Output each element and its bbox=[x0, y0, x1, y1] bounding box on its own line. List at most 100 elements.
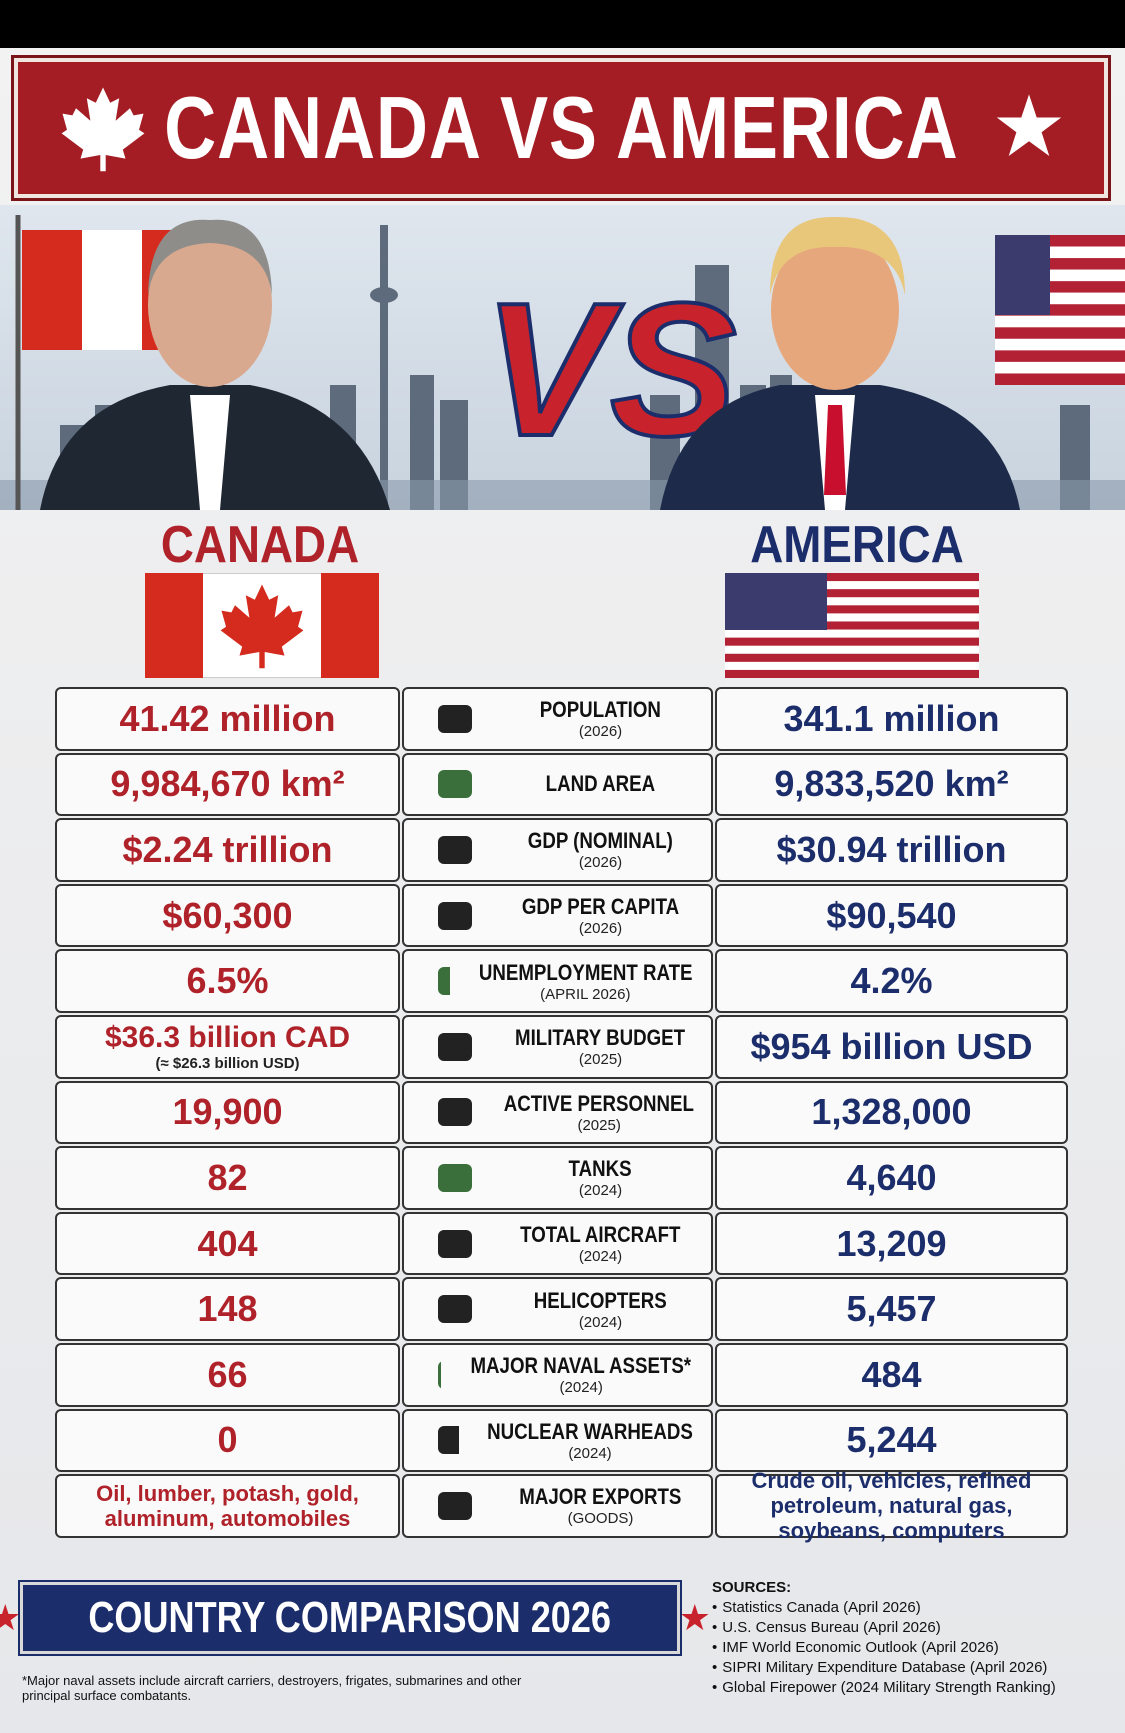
row-label: TOTAL AIRCRAFT bbox=[520, 1222, 681, 1248]
right-cell: 5,457 bbox=[715, 1277, 1068, 1341]
left-value: 6.5% bbox=[186, 960, 269, 1002]
right-cell: 341.1 million bbox=[715, 687, 1068, 751]
right-value: 4,640 bbox=[846, 1156, 937, 1198]
source-text: Global Firepower (2024 Military Strength… bbox=[722, 1679, 1056, 1696]
left-cell: $2.24 trillion bbox=[55, 818, 400, 882]
bullet: • bbox=[712, 1619, 718, 1636]
right-value: $30.94 trillion bbox=[776, 828, 1007, 870]
right-value: 5,244 bbox=[846, 1419, 937, 1461]
label-text: MILITARY BUDGET (2025) bbox=[490, 1025, 711, 1068]
bullet: • bbox=[712, 1679, 718, 1696]
label-text: LAND AREA bbox=[490, 771, 711, 797]
left-value: 9,984,670 km² bbox=[110, 763, 345, 805]
right-value: Crude oil, vehicles, refined petroleum, … bbox=[751, 1468, 1032, 1544]
left-cell: 41.42 million bbox=[55, 687, 400, 751]
row-label: NUCLEAR WARHEADS bbox=[487, 1418, 693, 1444]
row-year: (APRIL 2026) bbox=[540, 985, 631, 1003]
row-year: (2025) bbox=[578, 1051, 623, 1069]
label-text: MAJOR EXPORTS (GOODS) bbox=[490, 1484, 711, 1527]
us-flag bbox=[725, 573, 979, 678]
label-text: MAJOR NAVAL ASSETS* (2024) bbox=[451, 1353, 711, 1396]
bullet: • bbox=[712, 1659, 718, 1676]
source-item: • U.S. Census Bureau (April 2026) bbox=[712, 1618, 1122, 1638]
row-label: MAJOR EXPORTS bbox=[519, 1484, 682, 1510]
footer-banner: ★ COUNTRY COMPARISON 2026 ★ bbox=[0, 1580, 711, 1656]
title-banner: CANADA VS AMERICA bbox=[11, 55, 1111, 201]
left-value: 0 bbox=[217, 1419, 238, 1461]
left-cell: 19,900 bbox=[55, 1080, 400, 1145]
right-value: 13,209 bbox=[836, 1222, 947, 1264]
row-label: MAJOR NAVAL ASSETS* bbox=[470, 1353, 692, 1379]
left-cell: 82 bbox=[55, 1146, 400, 1210]
label-text: HELICOPTERS (2024) bbox=[490, 1288, 711, 1331]
left-cell: 9,984,670 km² bbox=[55, 752, 400, 817]
bullet: • bbox=[712, 1639, 718, 1656]
star-icon bbox=[996, 94, 1062, 156]
right-cell: 4,640 bbox=[715, 1146, 1068, 1210]
source-text: SIPRI Military Expenditure Database (Apr… bbox=[722, 1659, 1048, 1676]
left-cell: $60,300 bbox=[55, 883, 400, 948]
label-cell: POPULATION (2026) bbox=[402, 687, 713, 751]
label-text: POPULATION (2026) bbox=[490, 697, 711, 740]
left-value: 82 bbox=[207, 1156, 248, 1198]
right-cell: $90,540 bbox=[715, 883, 1068, 948]
label-cell: MAJOR EXPORTS (GOODS) bbox=[402, 1474, 713, 1538]
row-icon bbox=[438, 1032, 472, 1061]
top-bar bbox=[0, 0, 1125, 48]
row-icon bbox=[438, 901, 472, 930]
row-icon bbox=[438, 770, 472, 799]
source-text: IMF World Economic Outlook (April 2026) bbox=[722, 1639, 999, 1656]
right-cell: 13,209 bbox=[715, 1211, 1068, 1276]
row-icon bbox=[438, 835, 472, 864]
right-value: $954 billion USD bbox=[750, 1025, 1033, 1067]
row-year: (2024) bbox=[578, 1313, 623, 1331]
label-cell: GDP (NOMINAL) (2026) bbox=[402, 818, 713, 882]
row-label: ACTIVE PERSONNEL bbox=[504, 1090, 695, 1116]
left-country: CANADA bbox=[160, 516, 360, 574]
row-label: POPULATION bbox=[539, 697, 662, 723]
row-icon bbox=[438, 704, 472, 733]
row-icon bbox=[438, 1163, 472, 1192]
row-year: (2026) bbox=[578, 920, 623, 938]
right-cell: 1,328,000 bbox=[715, 1080, 1068, 1145]
label-text: GDP PER CAPITA (2026) bbox=[490, 894, 711, 937]
left-cell: 148 bbox=[55, 1277, 400, 1341]
label-cell: UNEMPLOYMENT RATE (APRIL 2026) bbox=[402, 949, 713, 1013]
label-text: TOTAL AIRCRAFT (2024) bbox=[490, 1222, 711, 1265]
right-cell: $954 billion USD bbox=[715, 1015, 1068, 1079]
label-text: ACTIVE PERSONNEL (2025) bbox=[487, 1091, 711, 1134]
right-cell: Crude oil, vehicles, refined petroleum, … bbox=[715, 1468, 1068, 1543]
row-year: (2026) bbox=[578, 854, 623, 872]
bullet: • bbox=[712, 1599, 718, 1616]
right-cell: $30.94 trillion bbox=[715, 818, 1068, 882]
footnote: *Major naval assets include aircraft car… bbox=[22, 1673, 522, 1703]
right-cell: 5,244 bbox=[715, 1408, 1068, 1473]
left-cell: $36.3 billion CAD (≈ $26.3 billion USD) bbox=[55, 1015, 400, 1079]
source-text: U.S. Census Bureau (April 2026) bbox=[722, 1619, 941, 1636]
left-value: $2.24 trillion bbox=[122, 828, 333, 870]
right-value: 341.1 million bbox=[783, 697, 1000, 739]
sources-heading: SOURCES: bbox=[712, 1579, 792, 1596]
row-icon bbox=[438, 1098, 472, 1127]
label-cell: MAJOR NAVAL ASSETS* (2024) bbox=[402, 1343, 713, 1407]
row-icon bbox=[438, 1295, 472, 1324]
left-cell: 0 bbox=[55, 1408, 400, 1473]
right-value: $90,540 bbox=[826, 894, 957, 936]
left-cell: 66 bbox=[55, 1343, 400, 1407]
right-cell: 9,833,520 km² bbox=[715, 752, 1068, 817]
label-cell: MILITARY BUDGET (2025) bbox=[402, 1015, 713, 1079]
right-country: AMERICA bbox=[750, 516, 964, 574]
label-text: UNEMPLOYMENT RATE (APRIL 2026) bbox=[460, 960, 711, 1003]
row-label: HELICOPTERS bbox=[534, 1287, 667, 1313]
row-label: MILITARY BUDGET bbox=[515, 1025, 686, 1051]
source-item: • Global Firepower (2024 Military Strengt… bbox=[712, 1678, 1122, 1698]
left-cell: 404 bbox=[55, 1211, 400, 1276]
label-cell: GDP PER CAPITA (2026) bbox=[402, 883, 713, 948]
source-item: • Statistics Canada (April 2026) bbox=[712, 1598, 1122, 1618]
left-value: $60,300 bbox=[162, 894, 293, 936]
label-text: NUCLEAR WARHEADS (2024) bbox=[469, 1419, 711, 1462]
source-item: • IMF World Economic Outlook (April 2026) bbox=[712, 1638, 1122, 1658]
right-value: 5,457 bbox=[846, 1288, 937, 1330]
label-text: GDP (NOMINAL) (2026) bbox=[490, 828, 711, 871]
